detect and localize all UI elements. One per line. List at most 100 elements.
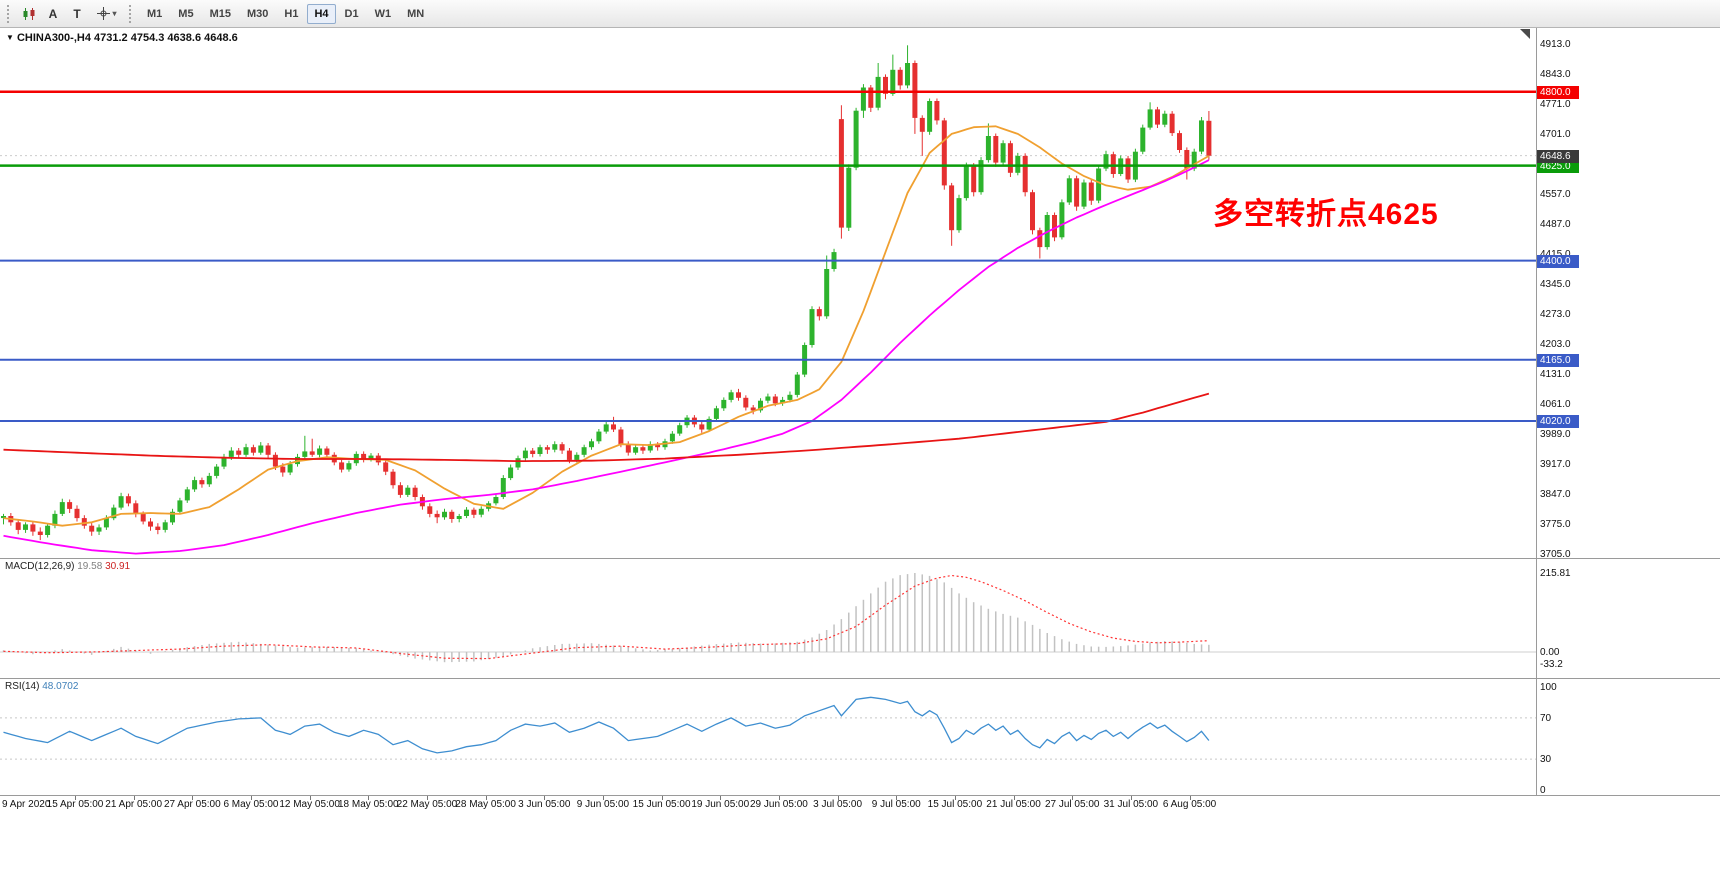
time-axis-tick (309, 796, 311, 800)
time-axis-label: 15 Jul 05:00 (927, 799, 983, 810)
timeframe-button-mn[interactable]: MN (400, 4, 431, 24)
price-axis-label: 3847.0 (1540, 489, 1571, 501)
time-axis-label: 21 Jul 05:00 (986, 799, 1041, 810)
symbol-ohlc: 4731.2 4754.3 4638.6 4648.6 (94, 32, 238, 44)
price-axis-label: 4131.0 (1540, 369, 1571, 381)
price-axis-label: 4345.0 (1540, 278, 1571, 290)
price-level-tag: 4020.0 (1537, 415, 1579, 428)
time-axis-label: 9 Jul 05:00 (871, 799, 921, 810)
toolbar-grip[interactable] (7, 4, 13, 23)
macd-indicator-label: MACD(12,26,9) 19.58 30.91 (5, 561, 130, 572)
time-axis-label: 19 Jun 05:00 (691, 799, 750, 810)
rsi-value: 48.0702 (42, 681, 79, 692)
time-axis-label: 18 May 05:00 (337, 799, 399, 810)
macd-axis-label: 215.81 (1540, 568, 1571, 579)
macd-panel-canvas[interactable] (0, 559, 1536, 678)
rsi-panel-canvas[interactable] (0, 679, 1536, 795)
timeframe-button-h4[interactable]: H4 (307, 3, 336, 24)
main-chart-canvas[interactable] (0, 28, 1536, 558)
price-axis-label: 4771.0 (1540, 98, 1571, 110)
bar-chart-tool-button[interactable] (17, 3, 41, 25)
time-axis-tick (602, 796, 604, 800)
time-axis-label: 22 May 05:00 (396, 799, 458, 810)
time-axis-tick (250, 796, 252, 800)
time-axis-label: 15 Jun 05:00 (632, 799, 691, 810)
price-level-tag: 4165.0 (1537, 353, 1579, 367)
bid-price-tag: 4648.6 (1537, 149, 1579, 163)
price-axis-label: 3917.0 (1540, 459, 1571, 471)
label-tool-glyph: T (73, 6, 81, 21)
crosshair-tool-button[interactable]: ▾ (89, 3, 125, 25)
macd-signal-value: 30.91 (105, 561, 131, 572)
price-axis-label: 4203.0 (1540, 338, 1571, 350)
time-axis-label: 9 Jun 05:00 (576, 799, 630, 810)
time-axis-label: 27 Apr 05:00 (163, 799, 221, 810)
candlestick-chart-icon (23, 7, 35, 20)
timeframe-button-w1[interactable]: W1 (368, 4, 399, 24)
crosshair-icon (97, 7, 111, 20)
time-axis-label: 31 Jul 05:00 (1103, 799, 1159, 810)
macd-axis-label: -33.2 (1540, 659, 1563, 671)
candles-layer (1, 45, 1212, 541)
time-axis-label: 12 May 05:00 (279, 799, 340, 810)
symbol-name: CHINA300-,H4 (16, 32, 91, 44)
macd-title: MACD(12,26,9) (5, 561, 75, 572)
time-axis-tick (368, 796, 370, 800)
macd-panel-separator[interactable] (0, 558, 1720, 559)
time-axis-tick (661, 796, 663, 800)
macd-main-value: 19.58 (77, 561, 103, 572)
price-axis-label: 4701.0 (1540, 128, 1571, 140)
price-axis-label: 4487.0 (1540, 218, 1571, 230)
text-cursor-tool-button[interactable]: A (41, 3, 65, 25)
chart-shift-marker[interactable] (1520, 29, 1530, 39)
time-axis-tick (778, 796, 780, 800)
price-axis-label: 4913.0 (1540, 39, 1571, 50)
rsi-axis-label: 70 (1540, 712, 1552, 724)
time-axis-tick (1013, 796, 1015, 800)
timeframe-button-m15[interactable]: M15 (203, 4, 238, 24)
price-axis-label: 3705.0 (1540, 549, 1571, 560)
dropdown-caret-icon: ▾ (112, 9, 117, 18)
price-level-tag: 4800.0 (1537, 85, 1579, 99)
macd-axis-label: 0.00 (1540, 647, 1560, 658)
time-axis-label: 15 Apr 05:00 (46, 799, 104, 810)
price-axis-label: 3989.0 (1540, 429, 1571, 441)
timeframe-button-m1[interactable]: M1 (140, 4, 169, 24)
timeframe-group: M1 M5 M15 M30 H1 H4 D1 W1 MN (139, 3, 432, 24)
ma-line-fast-orange (3, 125, 1210, 527)
macd-signal-line (3, 574, 1209, 660)
price-axis-label: 4843.0 (1540, 68, 1571, 80)
rsi-axis-label: 0 (1540, 785, 1546, 796)
time-axis-tick (896, 796, 898, 800)
time-axis-label: 29 Jun 05:00 (749, 799, 808, 810)
time-axis-tick (426, 796, 428, 800)
time-axis-tick (192, 796, 194, 800)
rsi-axis-label: 100 (1540, 682, 1557, 693)
time-axis-tick (954, 796, 956, 800)
symbol-info: ▼ CHINA300-,H4 4731.2 4754.3 4638.6 4648… (6, 32, 238, 44)
time-axis-label: 3 Jun 05:00 (518, 799, 571, 810)
time-axis-label: 6 May 05:00 (223, 799, 279, 810)
ma-line-mid-magenta (3, 159, 1210, 555)
time-axis-label: 6 Aug 05:00 (1162, 799, 1217, 810)
timeframe-button-h1[interactable]: H1 (277, 4, 305, 24)
time-axis-tick (837, 796, 839, 800)
timeframe-button-d1[interactable]: D1 (338, 4, 366, 24)
chart-text-annotation: 多空转折点4625 (1213, 198, 1439, 231)
time-axis-tick (1130, 796, 1132, 800)
time-axis-tick (485, 796, 487, 800)
price-scale[interactable] (1536, 28, 1720, 795)
rsi-panel-separator[interactable] (0, 678, 1720, 679)
timeframe-button-m30[interactable]: M30 (240, 4, 275, 24)
text-label-tool-button[interactable]: T (65, 3, 89, 25)
timeframe-button-m5[interactable]: M5 (171, 4, 200, 24)
main-toolbar: A T ▾ M1 M5 M15 M30 H1 H4 D1 W1 MN (0, 0, 1720, 28)
time-axis-tick (720, 796, 722, 800)
price-axis-label: 3775.0 (1540, 519, 1571, 531)
time-axis-separator (0, 795, 1720, 796)
time-axis-label: 9 Apr 2020 (2, 799, 51, 810)
price-level-tag: 4625.0 (1537, 159, 1579, 173)
price-level-tag: 4400.0 (1537, 254, 1579, 268)
ma-line-slow-red (3, 392, 1210, 462)
